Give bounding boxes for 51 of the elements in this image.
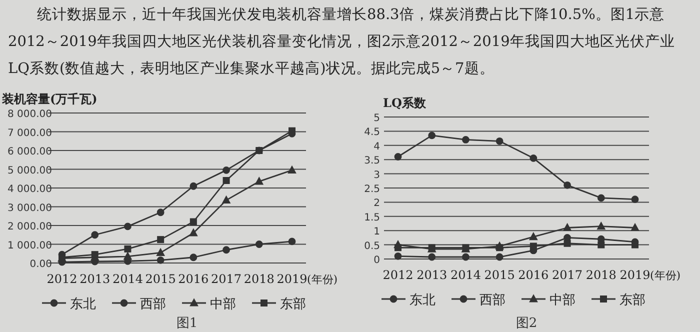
x-tick-label: 2017 bbox=[552, 268, 583, 282]
caption: 图1 bbox=[176, 316, 198, 331]
legend-label: 东部 bbox=[280, 297, 306, 312]
legend-label: 西部 bbox=[480, 293, 506, 308]
x-axis-title: (年份) bbox=[307, 273, 338, 286]
y-tick-label: 4 000.00 bbox=[7, 184, 52, 195]
y-tick-label: 2 bbox=[374, 198, 380, 210]
x-tick-label: 2012 bbox=[382, 268, 414, 282]
y-tick-label: 1 bbox=[374, 226, 380, 238]
x-tick-label: 2013 bbox=[416, 268, 448, 282]
x-tick-label: 2014 bbox=[450, 268, 482, 282]
y-tick-label: 2 000.00 bbox=[7, 222, 52, 232]
x-axis-title: (年份) bbox=[650, 269, 681, 282]
text: 统计数据显示，近十年我国光伏发电装机容量增长88.3倍，煤炭消费占比下降10.5%。图1示意2012～2019年我国四大地区光伏装机容量变化情况，图2示意2012～2019年我国四大地区光伏产业LQ系数(数值越大，表明地区产业集聚水平越高)状况。据此完成5～7题。 bbox=[8, 6, 676, 79]
y-tick-label: 4 bbox=[374, 141, 380, 152]
x-tick-label: 2015 bbox=[145, 272, 176, 286]
y-tick-label: 1 000.00 bbox=[7, 240, 52, 252]
y-tick-label: 3 000.00 bbox=[7, 202, 52, 214]
x-tick-label: 2016 bbox=[178, 272, 209, 286]
legend-label: 东北 bbox=[70, 297, 96, 312]
y-tick-label: 0.5 bbox=[364, 240, 380, 252]
y-axis-title: 装机容量(万千瓦) bbox=[1, 92, 98, 106]
x-tick-label: 2015 bbox=[484, 268, 515, 282]
legend-label: 西部 bbox=[140, 297, 166, 312]
legend-label: 东部 bbox=[620, 293, 646, 308]
y-tick-label: 2.5 bbox=[364, 184, 380, 195]
y-tick-label: 1.5 bbox=[364, 212, 380, 224]
y-tick-label: 5 000.00 bbox=[7, 165, 52, 176]
y-tick-label: 0.00 bbox=[30, 259, 52, 270]
y-tick-label: 8 000.00 bbox=[7, 109, 52, 120]
y-tick-label: 7 000.00 bbox=[7, 128, 52, 139]
x-tick-label: 2019 bbox=[620, 268, 650, 282]
legend-label: 东北 bbox=[410, 293, 436, 308]
x-tick-label: 2016 bbox=[518, 268, 549, 282]
y-tick-label: 3 bbox=[374, 170, 380, 181]
y-tick-label: 4.5 bbox=[364, 127, 380, 138]
x-tick-label: 2019 bbox=[276, 272, 308, 286]
caption: 图2 bbox=[516, 316, 538, 331]
x-tick-label: 2018 bbox=[586, 268, 616, 282]
x-tick-label: 2017 bbox=[211, 272, 242, 286]
x-tick-label: 2012 bbox=[46, 272, 78, 286]
y-tick-label: 3.5 bbox=[364, 156, 380, 167]
y-tick-label: 6 000.00 bbox=[7, 146, 52, 158]
x-tick-label: 2013 bbox=[80, 272, 110, 286]
x-tick-label: 2018 bbox=[244, 272, 274, 286]
legend-label: 中部 bbox=[210, 297, 236, 312]
y-tick-label: 5 bbox=[374, 113, 380, 124]
y-tick-label: 0 bbox=[374, 255, 380, 266]
y-axis-title: LQ系数 bbox=[383, 96, 427, 110]
x-tick-label: 2014 bbox=[112, 272, 144, 286]
legend-label: 中部 bbox=[550, 293, 576, 308]
